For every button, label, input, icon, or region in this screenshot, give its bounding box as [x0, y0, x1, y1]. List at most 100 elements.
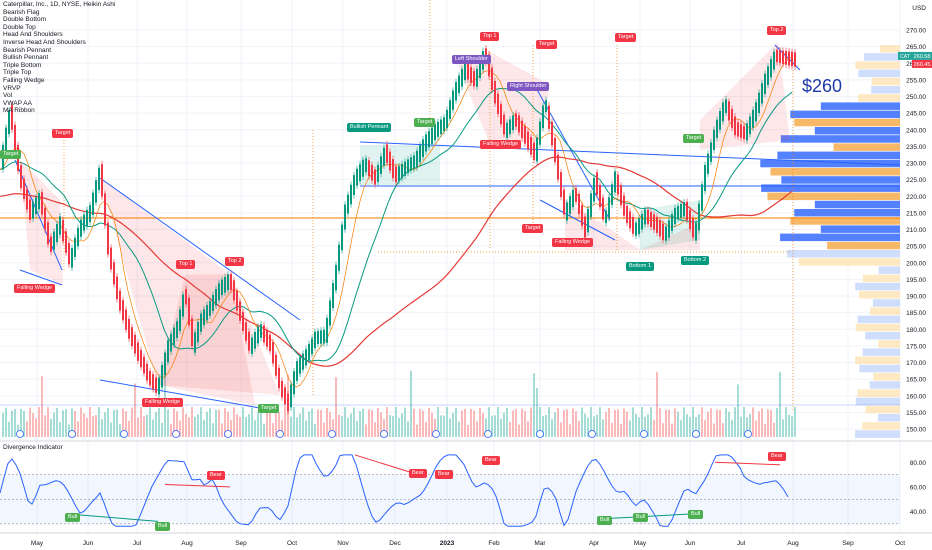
- cat-price2-box: [912, 59, 932, 68]
- earnings-marker: [692, 430, 700, 438]
- legend-item[interactable]: Double Bottom: [3, 16, 46, 24]
- pattern-label[interactable]: Target: [536, 40, 558, 49]
- candle-body: [20, 165, 22, 189]
- candle-body: [401, 163, 403, 179]
- divergence-label[interactable]: Bear: [207, 471, 225, 480]
- volume-bar: [347, 417, 349, 437]
- candle-body: [386, 144, 388, 163]
- candle-body: [191, 318, 193, 347]
- candle-body: [671, 214, 673, 231]
- vrvp-bar: [871, 77, 900, 86]
- candle-body: [419, 145, 421, 163]
- pattern-label[interactable]: Falling Wedge: [14, 284, 56, 293]
- volume-bar: [785, 407, 787, 437]
- divergence-label[interactable]: Bear: [482, 456, 500, 465]
- candle-body: [260, 324, 262, 338]
- candle-body: [629, 211, 631, 229]
- candle-body: [695, 222, 697, 241]
- candle-body: [236, 290, 238, 311]
- candle-body: [779, 50, 781, 64]
- candle-body: [791, 51, 793, 67]
- legend-item[interactable]: VRVP: [3, 84, 21, 92]
- candle-body: [14, 124, 16, 151]
- axes: 270.00265.00260.00255.00250.00245.00240.…: [0, 5, 932, 547]
- pattern-label[interactable]: Top 2: [767, 26, 787, 35]
- pattern-label[interactable]: Target: [0, 150, 22, 159]
- pattern-label[interactable]: Bullish Pennant: [347, 123, 392, 132]
- volume-bar: [554, 412, 556, 437]
- candle-body: [158, 377, 160, 395]
- cat-price-box: [912, 51, 932, 60]
- candle-body: [245, 322, 247, 341]
- volume-bar: [284, 407, 286, 437]
- candle-body: [152, 374, 154, 390]
- divergence-label[interactable]: Bear: [768, 452, 786, 461]
- pattern-label[interactable]: Falling Wedge: [552, 238, 594, 247]
- pattern-label[interactable]: Top 2: [225, 257, 245, 266]
- legend-item[interactable]: Inverse Head And Shoulders: [3, 38, 86, 46]
- legend-item[interactable]: Falling Wedge: [3, 76, 45, 84]
- pattern-label[interactable]: Bottom 1: [626, 262, 655, 271]
- pattern-label[interactable]: Target: [258, 404, 280, 413]
- volume-bar: [536, 387, 538, 437]
- pattern-label[interactable]: Top 1: [480, 32, 500, 41]
- candle-body: [374, 169, 376, 185]
- candle-body: [200, 313, 202, 332]
- candle-body: [734, 116, 736, 136]
- legend-item[interactable]: Bullish Pennant: [3, 54, 49, 62]
- candle-body: [752, 109, 754, 128]
- divergence-label[interactable]: Bull: [597, 516, 613, 525]
- volume-bar: [419, 409, 421, 437]
- volume-bar: [398, 418, 400, 437]
- volume-bar: [374, 422, 376, 437]
- candle-body: [626, 205, 628, 223]
- time-tick: May: [31, 540, 44, 547]
- volume-bar: [53, 412, 55, 437]
- legend-item[interactable]: Head And Shoulders: [3, 31, 63, 39]
- divergence-label[interactable]: Bull: [633, 513, 649, 522]
- earnings-marker: [68, 430, 76, 438]
- price-annotation: $260: [802, 76, 842, 96]
- pattern-label[interactable]: Bottom 2: [681, 256, 710, 265]
- pattern-label[interactable]: Target: [52, 129, 74, 138]
- candle-body: [29, 199, 31, 220]
- divergence-label[interactable]: Bull: [688, 510, 704, 519]
- volume-bar: [602, 419, 604, 437]
- pattern-label[interactable]: Right Shoulder: [507, 82, 550, 91]
- pattern-label[interactable]: Target: [522, 224, 544, 233]
- volume-bar: [161, 422, 163, 437]
- volume-bar: [335, 377, 337, 437]
- volume-bar: [497, 407, 499, 437]
- legend-item[interactable]: VWAP AA: [3, 99, 32, 107]
- divergence-label[interactable]: Bear: [435, 470, 453, 479]
- volume-bar: [431, 412, 433, 437]
- divergence-label[interactable]: Bear: [409, 469, 427, 478]
- volume-bar: [434, 418, 436, 437]
- volume-bar: [320, 410, 322, 437]
- pattern-label[interactable]: Target: [615, 33, 637, 42]
- pattern-label[interactable]: Top 1: [176, 260, 196, 269]
- divergence-label[interactable]: Bull: [155, 522, 171, 531]
- divergence-label[interactable]: Bull: [65, 513, 81, 522]
- pattern-label[interactable]: Target: [414, 118, 436, 127]
- price-tick: 195.00: [906, 277, 926, 284]
- vrvp-bar: [855, 323, 900, 332]
- candle-body: [668, 220, 670, 238]
- candle-body: [347, 194, 349, 214]
- legend-item[interactable]: Vol: [3, 92, 13, 100]
- time-tick: Feb: [488, 540, 500, 547]
- pattern-label[interactable]: Left Shoulder: [452, 55, 491, 64]
- vrvp-bar: [780, 135, 900, 143]
- legend-item[interactable]: Double Top: [3, 23, 36, 31]
- legend-item[interactable]: Triple Bottom: [3, 61, 42, 69]
- legend-item[interactable]: MA Ribbon: [3, 107, 35, 115]
- pattern-label[interactable]: Target: [683, 134, 705, 143]
- legend-item[interactable]: Bearish Pennant: [3, 46, 52, 54]
- volume-bar: [362, 408, 364, 437]
- candle-body: [611, 184, 613, 205]
- legend-item[interactable]: Triple Top: [3, 69, 32, 77]
- pattern-label[interactable]: Falling Wedge: [142, 398, 184, 407]
- volume-bar: [35, 418, 37, 437]
- legend-item[interactable]: Bearish Flag: [3, 8, 40, 16]
- pattern-label[interactable]: Falling Wedge: [480, 140, 522, 149]
